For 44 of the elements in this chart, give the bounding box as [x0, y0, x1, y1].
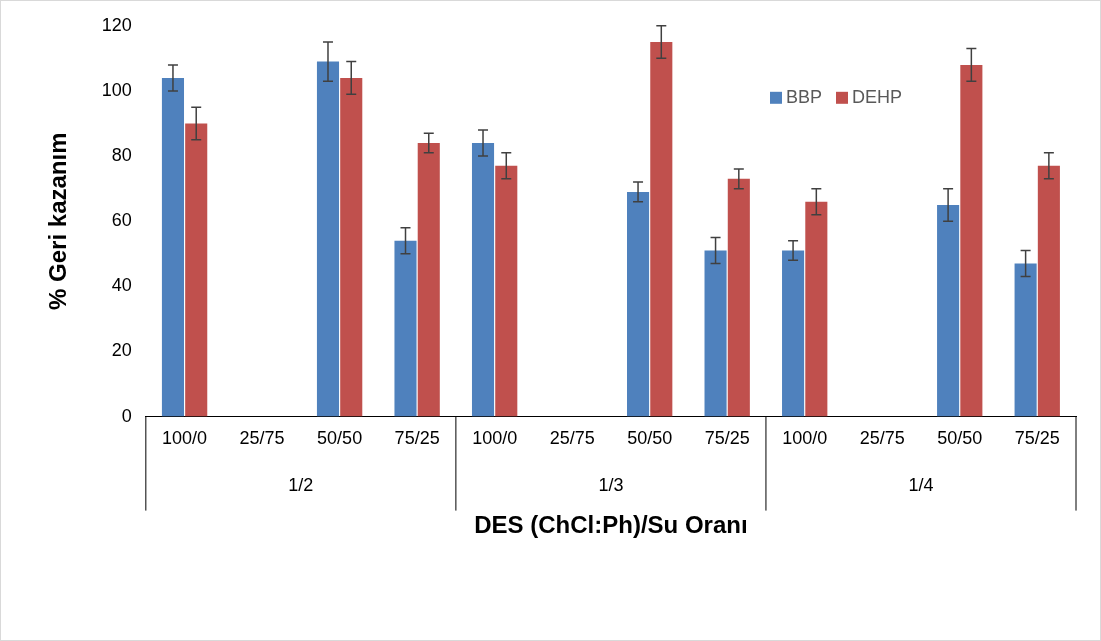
bar — [316, 61, 340, 417]
bar — [471, 143, 495, 417]
bar — [417, 143, 440, 417]
y-tick-label: 80 — [111, 145, 132, 166]
x-tick-label: 50/50 — [627, 428, 673, 449]
x-tick-label: 50/50 — [937, 428, 983, 449]
bar — [161, 77, 185, 417]
y-tick-label: 0 — [121, 405, 132, 426]
x-tick-label: 50/50 — [317, 428, 363, 449]
bar — [1037, 165, 1060, 417]
bar — [805, 201, 828, 417]
y-tick-label: 60 — [111, 210, 132, 231]
legend-label: DEHP — [851, 86, 903, 107]
x-tick-label: 25/75 — [859, 428, 905, 449]
x-tick-label: 100/0 — [782, 428, 828, 449]
bar — [704, 250, 727, 417]
x-tick-label: 75/25 — [394, 428, 440, 449]
text: 1/2 — [288, 474, 314, 495]
bar — [782, 250, 805, 417]
bar — [937, 204, 960, 417]
bar — [960, 64, 983, 417]
bar — [340, 77, 363, 417]
bar — [650, 42, 673, 417]
bar — [627, 191, 650, 417]
y-tick-label: 100 — [101, 79, 132, 100]
text: 1/3 — [598, 474, 624, 495]
bar — [495, 165, 518, 417]
x-tick-label: 75/25 — [1014, 428, 1060, 449]
x-tick-label: 100/0 — [162, 428, 208, 449]
bar — [727, 178, 750, 417]
x-tick-label: 25/75 — [239, 428, 285, 449]
x-tick-label: 100/0 — [472, 428, 518, 449]
y-tick-label: 20 — [111, 340, 132, 361]
y-axis-title: % Geri kazanım — [44, 132, 72, 310]
x-tick-label: 75/25 — [704, 428, 750, 449]
legend-label: BBP — [785, 86, 822, 107]
bar — [394, 240, 417, 417]
x-axis-title: DES (ChCl:Ph)/Su Oranı — [474, 511, 748, 539]
text: 1/4 — [908, 474, 934, 495]
x-tick-label: 25/75 — [549, 428, 595, 449]
bar — [1014, 263, 1037, 417]
y-tick-label: 120 — [101, 14, 132, 35]
bar — [185, 123, 208, 417]
y-tick-label: 40 — [111, 275, 132, 296]
